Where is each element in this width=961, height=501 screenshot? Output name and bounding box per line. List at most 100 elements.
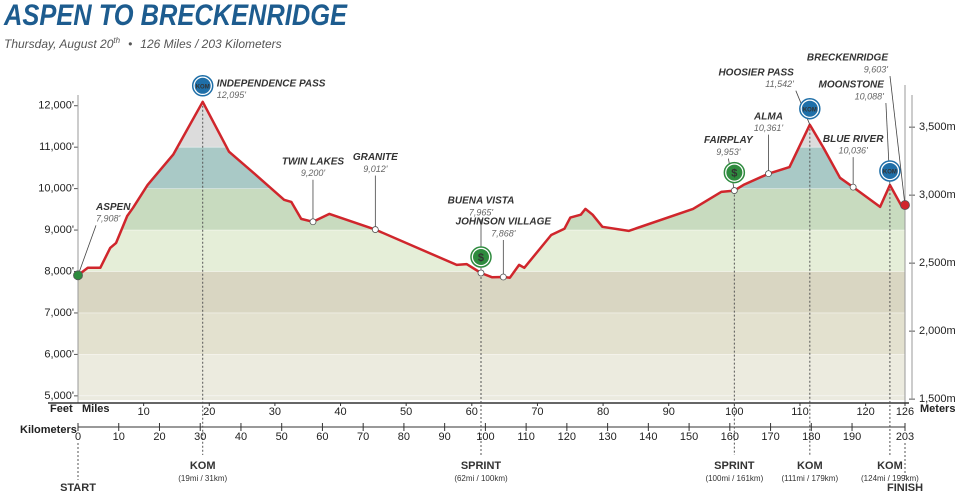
annotation-elevation: 9,953' <box>716 147 741 157</box>
x-tick-label: 90 <box>663 406 675 418</box>
marker-label: SPRINT <box>714 460 755 472</box>
x2-tick-label: 80 <box>398 431 410 443</box>
annotation-elevation: 7,868' <box>491 228 516 238</box>
x2-tick-label: 30 <box>194 431 206 443</box>
annotation-label: BUENA VISTA <box>448 196 515 207</box>
y-tick-label: 5,000' <box>44 390 74 402</box>
subtitle: Thursday, August 20th • 126 Miles / 203 Ki… <box>4 36 282 51</box>
x-tick-label: 60 <box>466 406 478 418</box>
x-tick-label: 100 <box>725 406 743 418</box>
x-tick-label: 20 <box>203 406 215 418</box>
point-marker <box>499 273 507 281</box>
annotation-label: INDEPENDENCE PASS <box>217 78 326 89</box>
x2-tick-label: 100 <box>476 431 494 443</box>
annotation-elevation: 7,965' <box>469 207 494 217</box>
x2-tick-label: 160 <box>721 431 739 443</box>
marker-detail: (100mi / 161km) <box>705 474 763 483</box>
y-tick-label: 7,000' <box>44 307 74 319</box>
x-tick-label: 30 <box>269 406 281 418</box>
x2-tick-label: 40 <box>235 431 247 443</box>
annotation-label: HOOSIER PASS <box>718 67 794 78</box>
x-tick-label: 10 <box>138 406 150 418</box>
icon-text: KOM <box>803 107 817 113</box>
subtitle-distance: 126 Miles / 203 Kilometers <box>140 37 281 51</box>
marker-label: FINISH <box>887 482 923 494</box>
leader-line <box>889 76 906 206</box>
y2-tick-label: 2,000m <box>919 325 956 337</box>
annotation-label: GRANITE <box>353 152 398 163</box>
x-tick-label: 80 <box>597 406 609 418</box>
icon-badge <box>472 248 489 265</box>
annotation-elevation: 7,908' <box>96 214 121 224</box>
point-marker <box>309 218 317 226</box>
annotation-elevation: 9,603' <box>864 64 889 74</box>
icon-text: $ <box>478 252 484 264</box>
y2-tick-label: 1,500m <box>919 393 956 405</box>
x-tick-label: 110 <box>791 406 809 418</box>
marker-label: KOM <box>797 460 823 472</box>
y-tick-label: 8,000' <box>44 265 74 277</box>
x2-tick-label: 120 <box>558 431 576 443</box>
annotation-elevation: 10,036' <box>839 146 869 156</box>
elevation-band <box>78 271 905 313</box>
x-tick-label: 120 <box>856 406 874 418</box>
elevation-band <box>78 312 905 355</box>
x-tick-label: 50 <box>400 406 412 418</box>
annotation-label: MOONSTONE <box>819 80 885 91</box>
elevation-band <box>78 395 905 400</box>
icon-badge <box>881 162 898 179</box>
icon-text: $ <box>731 167 737 179</box>
y-tick-label: 10,000' <box>38 183 74 195</box>
elevation-band <box>78 147 905 189</box>
annotation-label: ALMA <box>753 111 783 122</box>
annotation-elevation: 11,542' <box>765 79 794 89</box>
y-axis-label: Feet <box>50 403 73 415</box>
x2-tick-label: 190 <box>843 431 861 443</box>
annotation-elevation: 12,095' <box>217 90 247 100</box>
annotation-elevation: 9,200' <box>301 168 326 178</box>
x2-tick-label: 70 <box>357 431 369 443</box>
marker-label: KOM <box>877 460 903 472</box>
marker-detail: (111mi / 179km) <box>782 474 839 483</box>
icon-text: KOM <box>883 170 897 176</box>
subtitle-date-suffix: th <box>113 36 120 45</box>
x2-tick-label: 110 <box>517 431 535 443</box>
marker-detail: (124mi / 199km) <box>861 474 919 483</box>
x-tick-label: 126 <box>896 406 914 418</box>
point-marker <box>849 183 857 191</box>
icon-badge <box>194 77 211 94</box>
subtitle-date: Thursday, August 20 <box>4 37 114 51</box>
y-tick-label: 12,000' <box>38 100 74 112</box>
marker-label: SPRINT <box>461 460 502 472</box>
y2-tick-label: 3,500m <box>919 121 956 133</box>
x2-tick-label: 10 <box>113 431 125 443</box>
x-tick-label: 40 <box>334 406 346 418</box>
annotation-label: FAIRPLAY <box>704 135 754 146</box>
point-marker <box>765 170 772 178</box>
elevation-line <box>77 100 906 279</box>
x2-tick-label: 170 <box>761 431 779 443</box>
y2-axis-label: Meters <box>920 403 955 415</box>
x2-tick-label: 90 <box>439 431 451 443</box>
point-marker <box>371 226 379 233</box>
x2-tick-label: 130 <box>598 431 616 443</box>
point-marker <box>477 269 485 277</box>
icon-badge <box>726 164 743 181</box>
point-marker <box>900 200 910 210</box>
annotation-elevation: 10,088' <box>855 91 885 101</box>
annotation-label: TWIN LAKES <box>282 156 345 167</box>
annotation-label: BLUE RIVER <box>823 134 884 145</box>
x-tick-label: 70 <box>531 406 543 418</box>
x2-tick-label: 20 <box>153 431 165 443</box>
marker-label: START <box>60 482 96 494</box>
marker-detail: (62mi / 100km) <box>454 474 508 483</box>
y-tick-label: 6,000' <box>44 348 74 360</box>
icon-badge <box>801 100 818 117</box>
y2-tick-label: 2,500m <box>919 257 956 269</box>
x2-tick-label: 140 <box>639 431 657 443</box>
y-tick-label: 11,000' <box>39 141 74 153</box>
icon-text: KOM <box>196 84 210 90</box>
y2-tick-label: 3,000m <box>919 189 956 201</box>
annotation-label: JOHNSON VILLAGE <box>456 217 552 228</box>
